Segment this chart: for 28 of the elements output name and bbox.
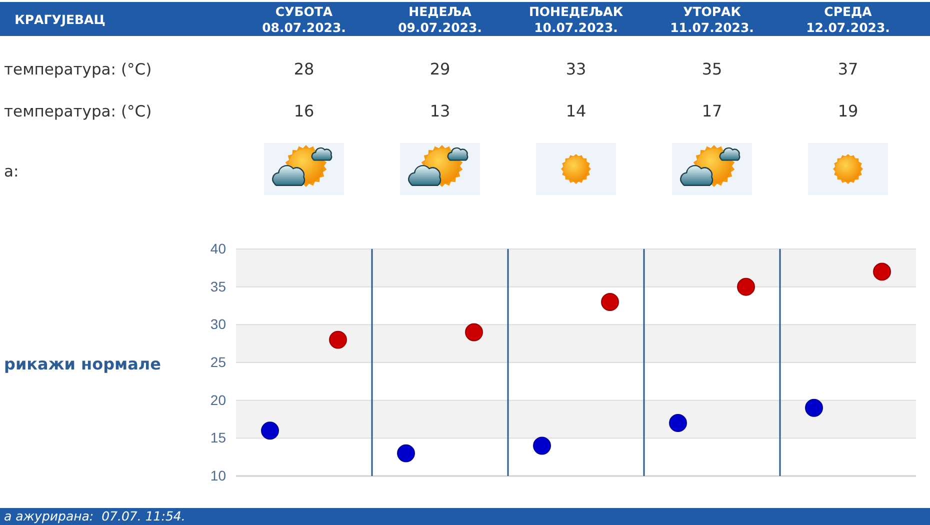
text: температура: (°C) (4, 60, 152, 78)
category-label: ПОНЕДЕЉАК 10.07.2023. (528, 4, 624, 35)
y-tick-label: 20 (210, 392, 226, 408)
data-label: 14 (566, 102, 586, 121)
category-label: НЕДЕЉА 09.07.2023. (398, 4, 482, 35)
data-label: 28 (294, 60, 314, 79)
text: рикажи нормале (4, 354, 162, 374)
y-tick-label: 10 (210, 467, 226, 484)
y-tick-label: 40 (210, 240, 226, 256)
data-label: 35 (702, 60, 722, 79)
category-label: СУБОТА 08.07.2023. (262, 4, 346, 35)
data-label: 37 (838, 60, 858, 79)
text: а ажурирана: 07.07. 11:54. (4, 508, 186, 524)
data-label: 29 (430, 60, 450, 79)
data-label: 19 (838, 102, 858, 121)
data-label: 13 (430, 102, 450, 121)
y-tick-label: 35 (210, 278, 226, 294)
category-label: СРЕДА 12.07.2023. (806, 4, 890, 35)
text: а: (4, 162, 19, 180)
y-tick-label: 30 (210, 316, 226, 332)
y-tick-label: 15 (210, 430, 226, 446)
text: КРАГУЈЕВАЦ (14, 12, 106, 27)
data-label: 16 (294, 102, 314, 121)
data-label: 33 (566, 60, 586, 79)
text: температура: (°C) (4, 102, 152, 120)
y-tick-label: 25 (210, 354, 226, 370)
category-label: УТОРАК 11.07.2023. (670, 4, 754, 35)
data-label: 17 (702, 102, 722, 121)
